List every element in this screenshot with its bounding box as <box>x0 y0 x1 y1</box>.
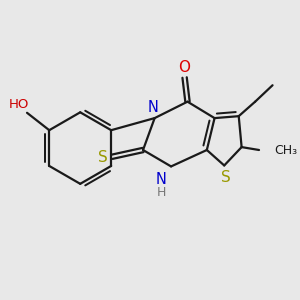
Text: CH₃: CH₃ <box>274 143 298 157</box>
Text: S: S <box>98 150 107 165</box>
Text: H: H <box>157 186 166 199</box>
Text: S: S <box>221 169 231 184</box>
Text: N: N <box>156 172 167 188</box>
Text: O: O <box>178 60 190 75</box>
Text: HO: HO <box>9 98 29 111</box>
Text: N: N <box>147 100 158 115</box>
